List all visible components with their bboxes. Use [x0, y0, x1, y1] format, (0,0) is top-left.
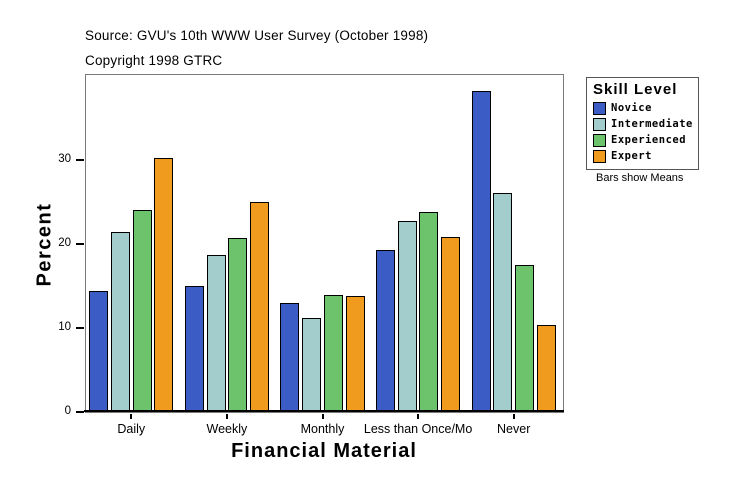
bar-novice-1 [184, 286, 204, 412]
x-tick-label: Daily [117, 422, 146, 436]
bar-expert-4 [536, 325, 556, 412]
x-tick-label: Never [497, 422, 531, 436]
legend-label: Expert [611, 150, 652, 162]
bar-experienced-4 [515, 265, 535, 412]
legend-swatch-experienced [593, 133, 606, 147]
legend-item-experienced: Experienced [593, 132, 694, 148]
y-tick-label: 10 [58, 321, 71, 333]
y-tick-mark [76, 159, 84, 161]
legend-swatch-intermediate [593, 117, 606, 131]
chart-bars-layer [85, 74, 563, 412]
bar-expert-2 [345, 296, 365, 412]
legend-label: Novice [611, 102, 652, 114]
y-tick-label: 20 [58, 237, 71, 249]
bar-intermediate-1 [206, 255, 226, 412]
bar-experienced-1 [228, 238, 248, 412]
x-tick-label: Weekly [206, 422, 248, 436]
bar-novice-4 [471, 91, 491, 412]
bar-experienced-0 [132, 210, 152, 412]
bar-expert-3 [441, 237, 461, 412]
x-tick-label: Monthly [300, 422, 345, 436]
x-tick-mark [225, 414, 228, 419]
legend-label: Experienced [611, 134, 687, 146]
y-tick-mark [76, 243, 84, 245]
x-axis-title: Financial Material [231, 440, 417, 462]
legend-item-novice: Novice [593, 100, 694, 116]
bar-novice-2 [280, 303, 300, 412]
legend-items: Novice Intermediate Experienced Expert [593, 100, 694, 164]
x-tick-mark [512, 414, 515, 419]
x-tick-mark [321, 414, 324, 419]
bar-novice-0 [89, 291, 109, 412]
y-axis-title: Percent [33, 202, 56, 287]
bar-expert-0 [154, 158, 174, 412]
legend-title: Skill Level [593, 81, 678, 98]
y-tick-label: 30 [58, 153, 71, 165]
legend: Skill Level Novice Intermediate Experience… [586, 77, 699, 170]
source-text: Source: GVU's 10th WWW User Survey (Octo… [85, 28, 429, 43]
bar-intermediate-4 [493, 193, 513, 412]
legend-item-intermediate: Intermediate [593, 116, 694, 132]
legend-note: Bars show Means [596, 172, 684, 184]
x-axis-line [84, 410, 564, 412]
bar-intermediate-2 [302, 318, 322, 412]
copyright-text: Copyright 1998 GTRC [85, 53, 223, 68]
bar-expert-1 [249, 202, 269, 412]
bar-intermediate-0 [110, 232, 130, 412]
bar-novice-3 [376, 250, 396, 412]
legend-label: Intermediate [611, 118, 693, 130]
legend-swatch-expert [593, 149, 606, 163]
legend-swatch-novice [593, 101, 606, 115]
bar-intermediate-3 [397, 221, 417, 412]
bar-experienced-2 [323, 295, 343, 412]
x-tick-label: Less than Once/Mo [363, 422, 473, 436]
y-tick-label: 0 [64, 405, 71, 417]
bar-experienced-3 [419, 212, 439, 412]
y-tick-mark [76, 411, 84, 413]
legend-item-expert: Expert [593, 148, 694, 164]
y-tick-mark [76, 327, 84, 329]
x-tick-mark [130, 414, 133, 419]
x-tick-mark [417, 414, 420, 419]
